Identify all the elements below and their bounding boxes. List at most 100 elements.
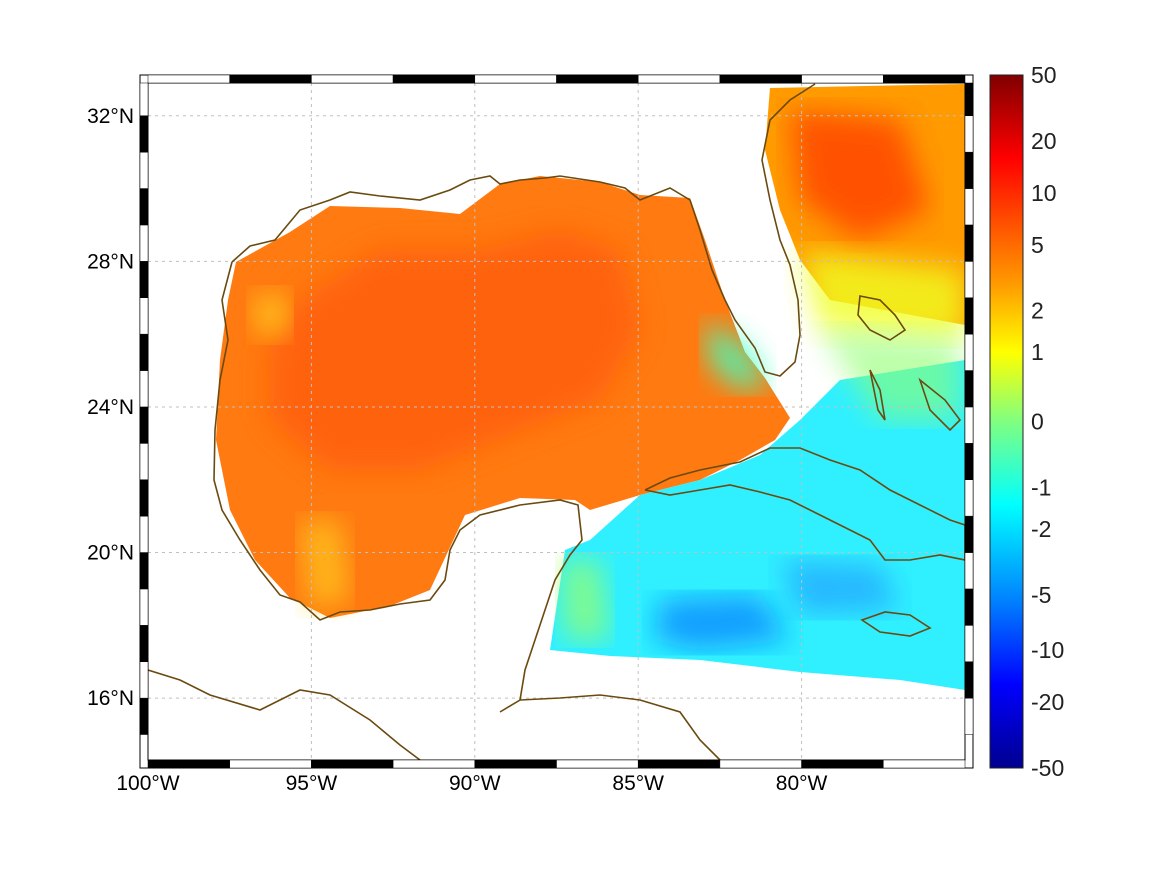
lat-tick-label: 16°N (87, 687, 134, 710)
lon-tick-label: 80°W (776, 772, 828, 795)
colorbar-tick-label: 0 (1031, 409, 1044, 435)
frame-segment-right (964, 224, 974, 262)
frame-segment-top (719, 74, 802, 84)
frame-segment-top (392, 74, 476, 84)
coast-central-america (148, 669, 421, 760)
frame-segment-left (139, 370, 149, 408)
frame-segment-right (964, 82, 974, 117)
caribbean-blue-patch-2 (780, 560, 900, 615)
frame-segment-left (139, 479, 149, 517)
frame-segment-right (964, 151, 974, 189)
coast-gulf (231, 83, 816, 377)
caribbean-green-patch (560, 560, 610, 640)
lat-tick-label: 20°N (87, 542, 134, 565)
frame-segment-left (139, 552, 149, 590)
frame-segment-right (964, 515, 974, 553)
frame-segment-left (139, 406, 149, 444)
caribbean-blue-patch (655, 595, 790, 650)
data-field (216, 84, 965, 690)
lat-tick-label: 32°N (87, 105, 134, 128)
colorbar-tick-label: 10 (1031, 180, 1057, 206)
lat-tick-labels: 32°N 28°N 24°N 20°N 16°N (87, 105, 134, 710)
frame-segment-right (964, 479, 974, 517)
frame-segment-left (139, 515, 149, 553)
frame-segment-right (964, 552, 974, 590)
lon-tick-label: 90°W (449, 772, 501, 795)
frame-segment-right (964, 261, 974, 298)
colorbar-tick-label: 1 (1031, 339, 1044, 365)
frame-segment-top (311, 74, 394, 84)
frame-segment-right (964, 625, 974, 662)
colorbar-tick-label: -2 (1031, 516, 1051, 542)
florida-shelf-cyan (705, 320, 770, 390)
frame-segment-bottom (883, 759, 966, 769)
lon-tick-label: 100°W (116, 772, 179, 795)
frame-segment-right (964, 297, 974, 335)
gulf-yellow-west (250, 290, 290, 340)
frame-segment-right (964, 697, 974, 735)
colorbar-tick-label: 20 (1031, 128, 1057, 154)
frame-segment-right (964, 443, 974, 480)
frame-segment-bottom (392, 759, 476, 769)
frame-segment-top (147, 74, 230, 84)
coast-cuba (644, 447, 965, 561)
frame-segment-left (139, 588, 149, 626)
frame-segment-top (229, 74, 312, 84)
frame-segment-right (964, 588, 974, 626)
frame-segment-left (139, 333, 149, 371)
atlantic-warm-core (790, 110, 930, 240)
frame-segment-left (139, 625, 149, 662)
map-frame (139, 74, 974, 769)
frame-segment-top (801, 74, 884, 84)
frame-segment-bottom (474, 759, 557, 769)
frame-segment-left (139, 261, 149, 298)
coast-honduras (519, 694, 721, 760)
frame-segment-bottom (556, 759, 639, 769)
gulf-field-warm-core (270, 230, 640, 470)
frame-segment-bottom (719, 759, 802, 769)
colorbar-tick-label: 5 (1031, 232, 1044, 258)
colorbar-tick-label: -10 (1031, 637, 1064, 663)
coast-bahamas (857, 295, 962, 432)
colorbar-tick-label: -1 (1031, 474, 1051, 500)
colorbar-tick-label: 50 (1031, 62, 1057, 88)
frame-segment-left (139, 297, 149, 335)
frame-segment-top (637, 74, 721, 84)
frame-segment-right (964, 661, 974, 699)
lon-tick-label: 95°W (286, 772, 338, 795)
frame-segment-left (139, 697, 149, 735)
frame-segment-top (474, 74, 557, 84)
lon-tick-labels: 100°W 95°W 90°W 85°W 80°W (116, 772, 827, 795)
frame-segment-left (139, 151, 149, 189)
frame-segment-bottom (637, 759, 721, 769)
frame-segment-right (964, 115, 974, 153)
gulf-yellow-south (300, 520, 350, 610)
coastlines (148, 83, 965, 760)
frame-segment-left (139, 188, 149, 226)
coast-mexico (213, 261, 583, 713)
frame-segment-right (964, 188, 974, 226)
grid-lines (148, 83, 965, 760)
atlantic-yellow-band (800, 250, 965, 340)
lon-tick-label: 85°W (612, 772, 664, 795)
colorbar-tick-label: 2 (1031, 298, 1044, 324)
lat-tick-label: 24°N (87, 396, 134, 419)
frame-segment-top (556, 74, 639, 84)
frame-segment-left (139, 224, 149, 262)
frame-segment-left (139, 661, 149, 699)
frame-segment-left (139, 443, 149, 480)
frame-segment-top (883, 74, 966, 84)
frame-segment-right (964, 406, 974, 444)
coast-jamaica (860, 611, 932, 637)
colorbar-tick-label: -20 (1031, 689, 1064, 715)
frame-segment-bottom (311, 759, 394, 769)
frame-segment-right (964, 333, 974, 371)
lat-tick-label: 28°N (87, 250, 134, 273)
colorbar-tick-label: -5 (1031, 582, 1051, 608)
frame-segment-bottom (801, 759, 884, 769)
frame-segment-left (139, 115, 149, 153)
frame-segment-bottom (147, 759, 230, 769)
